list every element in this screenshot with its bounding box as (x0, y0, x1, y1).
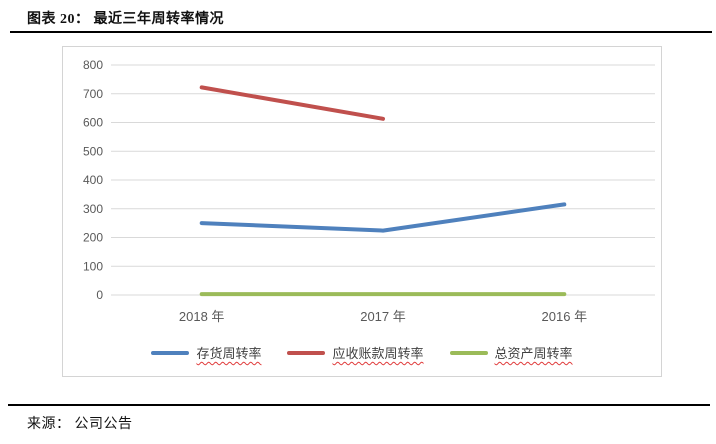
y-tick-label: 400 (83, 173, 103, 187)
legend-label: 总资产周转率 (494, 346, 573, 361)
y-tick-label: 500 (83, 144, 103, 158)
figure-title: 图表 20： 最近三年周转率情况 (27, 12, 224, 27)
y-tick-label: 100 (83, 259, 103, 273)
x-tick-label: 2018 年 (179, 309, 225, 324)
x-tick-label: 2016 年 (542, 309, 588, 324)
chart-container: 0 100 200 300 400 500 600 700 800 2018 年 2017 年 201… (62, 46, 662, 377)
legend-item: 应收账款周转率 (287, 343, 424, 362)
chart-legend: 存货周转率 应收账款周转率 总资产周转率 (63, 343, 661, 362)
legend-label: 应收账款周转率 (332, 346, 424, 361)
line-chart: 0 100 200 300 400 500 600 700 800 2018 年 2017 年 201… (83, 58, 655, 324)
series-line (199, 202, 567, 233)
y-tick-label: 600 (83, 116, 103, 130)
legend-swatch (151, 350, 190, 355)
title-divider (10, 31, 712, 33)
y-tick-label: 200 (83, 231, 103, 245)
y-tick-label: 300 (83, 202, 103, 216)
legend-swatch (287, 350, 326, 355)
source-note: 来源： 公司公告 (27, 417, 133, 432)
y-tick-label: 0 (96, 288, 103, 302)
y-tick-label: 700 (83, 87, 103, 101)
series-line (199, 85, 385, 121)
footer-divider (8, 404, 710, 406)
legend-item: 总资产周转率 (449, 343, 573, 362)
legend-swatch (449, 350, 488, 355)
legend-item: 存货周转率 (151, 343, 261, 362)
y-tick-label: 800 (83, 58, 103, 72)
legend-label: 存货周转率 (196, 346, 262, 361)
x-tick-label: 2017 年 (360, 309, 406, 324)
